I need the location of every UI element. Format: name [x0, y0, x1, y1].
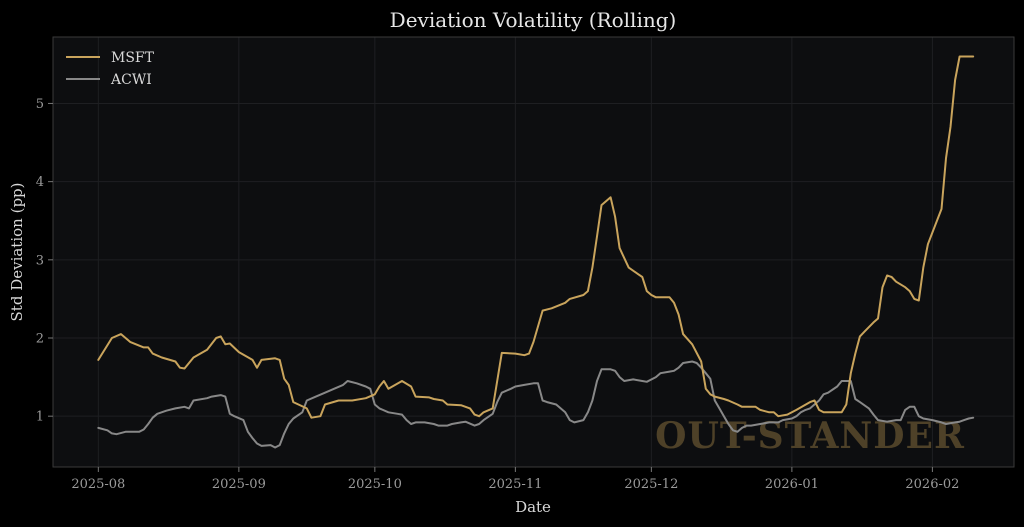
x-tick-label: 2026-02: [905, 477, 959, 492]
chart-title: Deviation Volatility (Rolling): [390, 8, 677, 32]
x-axis-label: Date: [515, 498, 551, 516]
y-tick-label: 2: [36, 332, 44, 347]
y-axis-label: Std Deviation (pp): [8, 183, 26, 322]
x-tick-label: 2025-08: [71, 477, 125, 492]
plot-area: [53, 37, 1014, 467]
x-tick-label: 2025-10: [348, 477, 402, 492]
legend-label-msft: MSFT: [111, 50, 155, 66]
grid-lines: [53, 37, 1014, 467]
legend: MSFT ACWI: [66, 50, 155, 88]
x-tick-label: 2025-12: [624, 477, 678, 492]
series-line-acwi: [97, 360, 975, 449]
watermark-text: OUT-STANDER: [655, 415, 965, 457]
y-tick-label: 1: [36, 410, 44, 425]
legend-label-acwi: ACWI: [110, 72, 152, 88]
plot-frame: [52, 36, 1015, 468]
series-layer: [97, 55, 975, 449]
x-tick-label: 2025-09: [212, 477, 266, 492]
y-tick-label: 3: [36, 253, 44, 268]
y-tick-label: 4: [36, 175, 44, 190]
y-tick-label: 5: [36, 97, 44, 112]
x-tick-label: 2026-01: [765, 477, 819, 492]
x-axis-ticks: 2025-08 2025-09 2025-10 2025-11 2025-12 2026-…: [71, 467, 959, 492]
series-line-msft: [97, 55, 975, 419]
x-tick-label: 2025-11: [488, 477, 542, 492]
y-axis-ticks: 1 2 3 4 5: [36, 97, 53, 425]
